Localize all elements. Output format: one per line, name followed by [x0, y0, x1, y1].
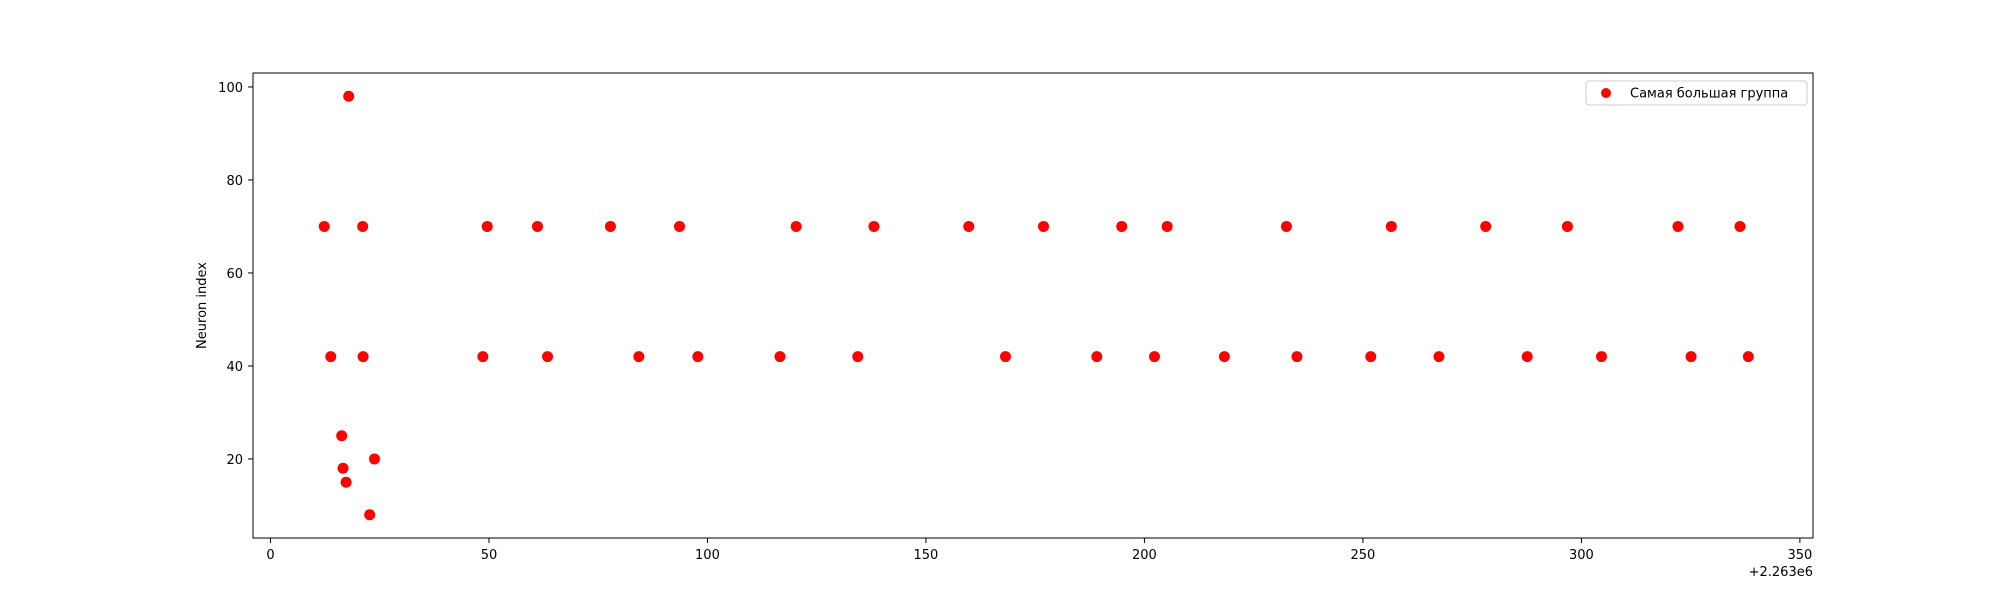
data-point: [481, 220, 493, 232]
data-point: [1521, 351, 1533, 363]
legend-box: [1585, 80, 1808, 106]
data-point: [999, 351, 1011, 363]
data-point: [1037, 220, 1049, 232]
x-offset-label: +2.263e6: [1749, 565, 1813, 580]
data-point: [336, 430, 348, 442]
data-point: [325, 351, 337, 363]
y-tick-label: 60: [226, 267, 243, 282]
data-point: [1433, 351, 1445, 363]
data-point: [343, 90, 355, 102]
data-point: [673, 220, 685, 232]
x-tick-label: 50: [481, 548, 498, 563]
data-point: [368, 453, 380, 465]
y-axis-label: Neuron index: [195, 262, 210, 349]
data-point: [633, 351, 645, 363]
x-tick-label: 350: [1787, 548, 1812, 563]
legend: Самая большая группа: [1585, 80, 1808, 106]
data-point: [604, 220, 616, 232]
y-tick-label: 20: [226, 453, 243, 468]
x-tick-label: 100: [695, 548, 720, 563]
data-point: [477, 351, 489, 363]
data-point: [337, 462, 349, 474]
y-axis: 20 40 60 80 100: [218, 81, 253, 468]
data-point: [364, 509, 376, 521]
data-point: [1672, 220, 1684, 232]
data-point: [531, 220, 543, 232]
data-point: [852, 351, 864, 363]
legend-label: Самая большая группа: [1630, 87, 1788, 102]
data-point: [790, 220, 802, 232]
y-tick-label: 40: [226, 360, 243, 375]
data-point: [1148, 351, 1160, 363]
y-tick-label: 80: [226, 174, 243, 189]
x-tick-label: 200: [1132, 548, 1157, 563]
data-point: [1561, 220, 1573, 232]
x-tick-label: 250: [1351, 548, 1376, 563]
data-point: [963, 220, 975, 232]
x-axis: 0 50 100 150 200 250 300 350: [266, 538, 1812, 563]
x-tick-label: 0: [266, 548, 274, 563]
data-points: [318, 90, 1754, 521]
data-point: [318, 220, 330, 232]
data-point: [542, 351, 554, 363]
legend-marker: [1601, 88, 1611, 98]
data-point: [1734, 220, 1746, 232]
data-point: [1742, 351, 1754, 363]
data-point: [1116, 220, 1128, 232]
data-point: [1291, 351, 1303, 363]
data-point: [692, 351, 704, 363]
data-point: [1365, 351, 1377, 363]
data-point: [1685, 351, 1697, 363]
data-point: [357, 220, 369, 232]
data-point: [1596, 351, 1607, 363]
data-point: [1480, 220, 1492, 232]
y-tick-label: 100: [218, 81, 243, 96]
data-point: [357, 351, 369, 363]
data-point: [340, 476, 352, 488]
plot-area: [253, 73, 1813, 538]
data-point: [1218, 351, 1230, 363]
data-point: [1161, 220, 1173, 232]
data-point: [1091, 351, 1103, 363]
data-point: [774, 351, 786, 363]
data-point: [868, 220, 880, 232]
data-point: [1280, 220, 1292, 232]
x-tick-label: 150: [914, 548, 939, 563]
x-tick-label: 300: [1569, 548, 1594, 563]
plot-frame: [252, 72, 1814, 539]
data-point: [1385, 220, 1397, 232]
